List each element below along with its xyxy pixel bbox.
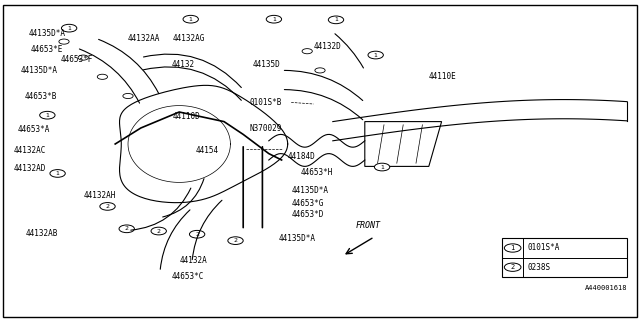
Text: 1: 1: [374, 52, 378, 58]
Circle shape: [368, 51, 383, 59]
Text: 44653*D: 44653*D: [291, 210, 324, 219]
Circle shape: [151, 227, 166, 235]
Circle shape: [504, 244, 521, 252]
Text: 1: 1: [189, 17, 193, 22]
Text: 44653*H: 44653*H: [301, 168, 333, 177]
Circle shape: [50, 170, 65, 177]
Text: 44135D*A: 44135D*A: [20, 66, 58, 75]
Text: 44135D*A: 44135D*A: [29, 29, 66, 38]
Text: 44135D*A: 44135D*A: [291, 186, 328, 195]
Text: 1: 1: [67, 26, 71, 31]
Text: 44653*B: 44653*B: [24, 92, 57, 100]
Circle shape: [189, 230, 205, 238]
Text: 1: 1: [56, 171, 60, 176]
Text: 1: 1: [511, 245, 515, 251]
Text: N370029: N370029: [250, 124, 282, 132]
Text: 44132AB: 44132AB: [26, 229, 58, 238]
Text: 44653*C: 44653*C: [172, 272, 204, 281]
Text: FRONT: FRONT: [355, 221, 381, 230]
Text: 0101S*A: 0101S*A: [528, 244, 561, 252]
Text: 1: 1: [380, 164, 384, 170]
Circle shape: [266, 15, 282, 23]
Text: 44110D: 44110D: [173, 112, 200, 121]
Text: 44132: 44132: [172, 60, 195, 68]
Text: 44132AC: 44132AC: [14, 146, 47, 155]
Text: 0238S: 0238S: [528, 263, 551, 272]
Text: 1: 1: [334, 17, 338, 22]
Text: A440001618: A440001618: [585, 285, 627, 291]
Text: 2: 2: [195, 232, 199, 237]
Text: 44653*A: 44653*A: [17, 125, 50, 134]
Text: 44132AH: 44132AH: [83, 191, 116, 200]
Text: 1: 1: [45, 113, 49, 118]
Circle shape: [374, 163, 390, 171]
Text: 44132AA: 44132AA: [128, 34, 161, 43]
Text: 44135D: 44135D: [253, 60, 280, 68]
Text: 44154: 44154: [195, 146, 218, 155]
Text: 2: 2: [106, 204, 109, 209]
Text: 44110E: 44110E: [429, 72, 456, 81]
Text: 44132AD: 44132AD: [14, 164, 47, 172]
Circle shape: [61, 24, 77, 32]
Circle shape: [40, 111, 55, 119]
Text: 2: 2: [125, 226, 129, 231]
Text: 44653*G: 44653*G: [291, 199, 324, 208]
Text: 2: 2: [157, 228, 161, 234]
Circle shape: [119, 225, 134, 233]
Text: 44135D*A: 44135D*A: [278, 234, 316, 243]
Circle shape: [183, 15, 198, 23]
Circle shape: [328, 16, 344, 24]
Circle shape: [100, 203, 115, 210]
Text: 44132AG: 44132AG: [173, 34, 205, 43]
Text: 1: 1: [272, 17, 276, 22]
Text: 44184D: 44184D: [288, 152, 316, 161]
Text: 44132D: 44132D: [314, 42, 341, 51]
Text: 44653*E: 44653*E: [31, 45, 63, 54]
Text: 44132A: 44132A: [179, 256, 207, 265]
Circle shape: [228, 237, 243, 244]
Circle shape: [504, 263, 521, 271]
Text: 2: 2: [234, 238, 237, 243]
Text: 2: 2: [511, 264, 515, 270]
Text: 0101S*B: 0101S*B: [250, 98, 282, 107]
Text: 44653*F: 44653*F: [61, 55, 93, 64]
